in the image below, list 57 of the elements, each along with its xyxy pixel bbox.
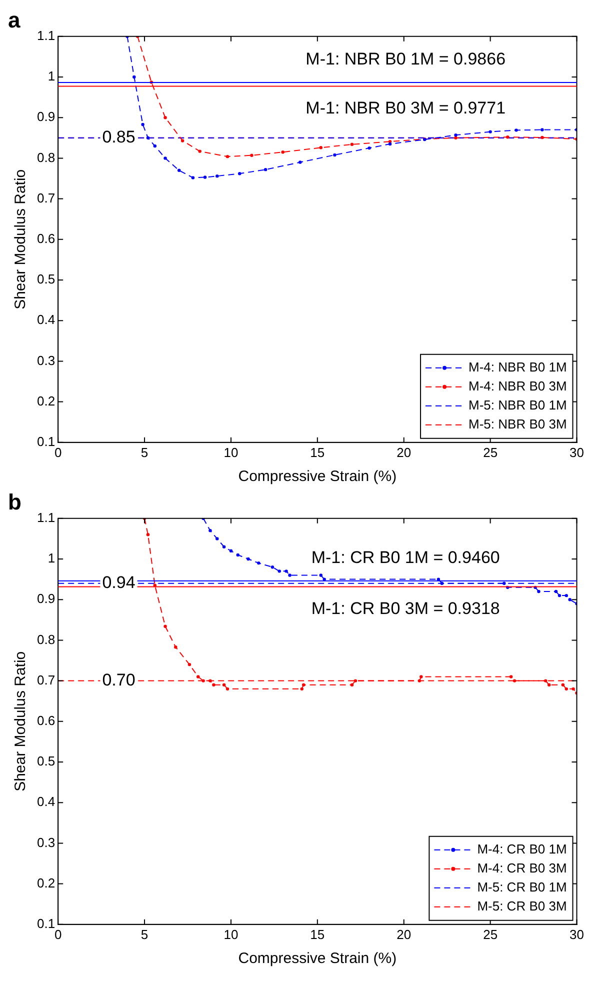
x-tick-label: 25 xyxy=(483,444,498,460)
x-axis-title: Compressive Strain (%) xyxy=(238,950,397,968)
y-axis-title: Shear Modulus Ratio xyxy=(12,651,30,792)
y-tick-label: 1.1 xyxy=(36,510,56,525)
y-tick-label: 0.1 xyxy=(36,434,56,449)
y-tick-label: 1.1 xyxy=(36,28,56,43)
y-tick-label: 1 xyxy=(48,550,56,566)
y-tick-label: 0.9 xyxy=(36,591,56,606)
x-tick-label: 30 xyxy=(570,444,584,460)
y-tick-label: 0.1 xyxy=(36,916,56,931)
x-axis-title: Compressive Strain (%) xyxy=(238,468,397,486)
y-axis-title: Shear Modulus Ratio xyxy=(12,169,30,310)
ref-line-label: M-1: CR B0 3M = 0.9318 xyxy=(311,598,500,618)
ref-line-label: M-1: CR B0 1M = 0.9460 xyxy=(311,548,500,568)
x-tick-label: 10 xyxy=(224,444,238,460)
ref-line-label: M-1: NBR B0 1M = 0.9866 xyxy=(306,50,506,69)
annotation: 0.85 xyxy=(102,128,136,147)
y-tick-label: 0.3 xyxy=(36,352,56,368)
annotation: 0.94 xyxy=(102,573,136,592)
x-tick-label: 20 xyxy=(396,444,412,460)
legend-label: M-5: NBR B0 3M xyxy=(468,416,567,432)
x-tick-label: 0 xyxy=(54,444,62,460)
y-tick-label: 0.2 xyxy=(36,393,56,408)
y-tick-label: 0.9 xyxy=(36,109,56,124)
y-tick-label: 0.6 xyxy=(36,712,56,728)
y-tick-label: 0.4 xyxy=(36,312,56,328)
x-tick-label: 20 xyxy=(396,926,412,942)
x-tick-label: 5 xyxy=(140,444,148,460)
annotation: 0.70 xyxy=(102,670,136,690)
legend-label: M-4: NBR B0 1M xyxy=(468,359,567,374)
x-tick-label: 15 xyxy=(310,444,325,460)
y-tick-label: 0.7 xyxy=(36,190,56,206)
y-tick-label: 0.6 xyxy=(36,230,56,246)
y-tick-label: 0.4 xyxy=(36,794,56,810)
y-tick-label: 0.5 xyxy=(36,754,56,769)
legend-label: M-4: CR B0 1M xyxy=(477,841,567,856)
legend-label: M-4: NBR B0 3M xyxy=(468,378,567,394)
y-tick-label: 0.2 xyxy=(36,875,56,890)
x-tick-label: 5 xyxy=(140,926,148,942)
y-tick-label: 1 xyxy=(48,68,56,84)
legend-label: M-5: CR B0 3M xyxy=(477,898,567,914)
legend-label: M-5: CR B0 1M xyxy=(477,879,567,894)
y-tick-label: 0.7 xyxy=(36,672,56,688)
y-tick-label: 0.8 xyxy=(36,150,56,165)
chart-title: b xyxy=(8,489,22,514)
x-tick-label: 0 xyxy=(54,926,62,942)
legend-label: M-4: CR B0 3M xyxy=(477,860,567,876)
x-tick-label: 15 xyxy=(310,926,325,942)
y-tick-label: 0.5 xyxy=(36,272,56,287)
x-tick-label: 25 xyxy=(483,926,498,942)
x-tick-label: 10 xyxy=(224,926,238,942)
x-tick-label: 30 xyxy=(570,926,584,942)
ref-line-label: M-1: NBR B0 3M = 0.9771 xyxy=(306,98,506,118)
y-tick-label: 0.8 xyxy=(36,632,56,647)
legend-label: M-5: NBR B0 1M xyxy=(468,397,567,412)
y-tick-label: 0.3 xyxy=(36,834,56,850)
chart-title: a xyxy=(8,7,21,32)
